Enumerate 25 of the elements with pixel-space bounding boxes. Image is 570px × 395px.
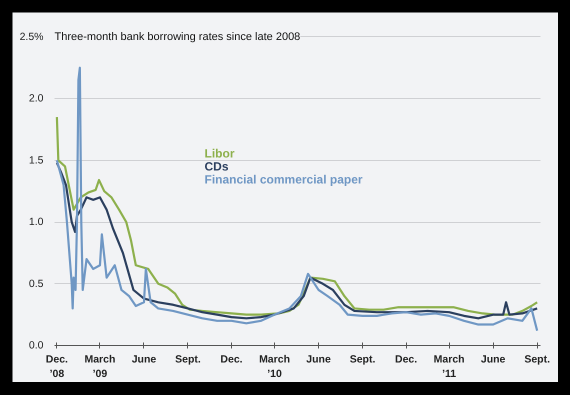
x-tick-label: Sept. bbox=[350, 354, 376, 366]
y-tick-label: 2.5% bbox=[20, 30, 44, 43]
x-tick-label: March ’09 bbox=[84, 354, 116, 380]
line-series bbox=[56, 66, 538, 332]
y-tick-label: 0.0 bbox=[28, 340, 44, 352]
y-tick-label: 1.5 bbox=[28, 154, 44, 166]
x-tick-label: Sept. bbox=[524, 354, 550, 366]
line-series bbox=[56, 162, 538, 320]
line-series bbox=[56, 116, 538, 316]
y-tick-label: 1.0 bbox=[28, 216, 44, 228]
y-tick-label: 0.5 bbox=[28, 278, 44, 290]
text: CDs bbox=[204, 160, 229, 174]
y-tick-label: 2.0 bbox=[28, 92, 44, 105]
x-tick-label: June bbox=[306, 354, 331, 366]
x-tick-label: Dec. bbox=[220, 354, 243, 366]
x-tick-label: June bbox=[480, 354, 506, 366]
x-tick-label: Dec. ’08 bbox=[46, 354, 68, 380]
text: Libor bbox=[204, 146, 235, 160]
x-tick-label: Sept. bbox=[175, 354, 201, 366]
x-tick-label: March ’11 bbox=[434, 354, 465, 380]
text: Financial commercial paper bbox=[204, 172, 363, 186]
x-tick-label: March ’10 bbox=[259, 354, 290, 380]
x-tick-label: June bbox=[132, 354, 156, 366]
text: Three-month bank borrowing rates since late 2008 bbox=[54, 30, 300, 43]
x-tick-label: Dec. bbox=[394, 354, 418, 366]
